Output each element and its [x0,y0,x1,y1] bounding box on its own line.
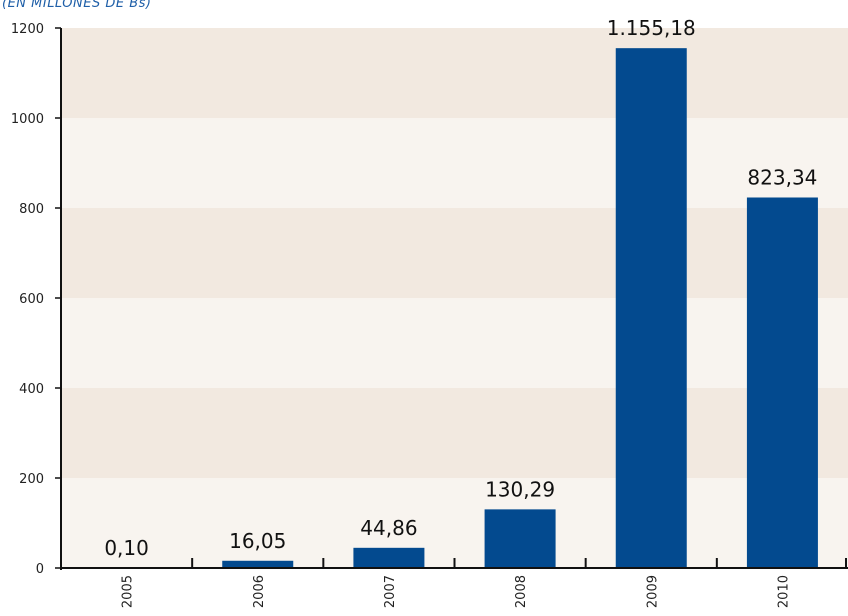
grid-band [61,208,848,298]
bar-2009 [615,48,687,568]
y-tick-label: 200 [19,472,44,487]
x-tick-label-2009: 2009 [645,575,660,608]
x-tick-label-2005: 2005 [121,575,136,608]
y-tick-label: 1200 [11,22,44,37]
chart-subtitle: (EN MILLONES DE Bs) [2,0,152,11]
bar-2008 [484,509,556,568]
x-tick-label-2007: 2007 [383,575,398,608]
x-tick-label-2008: 2008 [514,575,529,608]
bar-2010 [746,197,818,568]
grid-band [61,118,848,208]
grid-band [61,388,848,478]
grid-band [61,298,848,388]
data-label-2010: 823,34 [747,165,817,189]
y-tick-label: 400 [19,382,44,397]
bar-2006 [222,560,294,568]
data-label-2005: 0,10 [104,536,149,560]
bar-2007 [353,547,425,568]
data-label-2007: 44,86 [360,516,417,540]
grid-band [61,478,848,568]
data-label-2006: 16,05 [229,529,286,553]
data-label-2009: 1.155,18 [607,16,696,40]
grid-band [61,28,848,118]
x-tick-label-2006: 2006 [252,575,267,608]
y-tick-label: 800 [19,202,44,217]
y-tick-label: 1000 [11,112,44,127]
y-tick-label: 0 [36,562,44,577]
y-tick-label: 600 [19,292,44,307]
x-tick-label-2010: 2010 [776,575,791,608]
data-label-2008: 130,29 [485,477,555,501]
